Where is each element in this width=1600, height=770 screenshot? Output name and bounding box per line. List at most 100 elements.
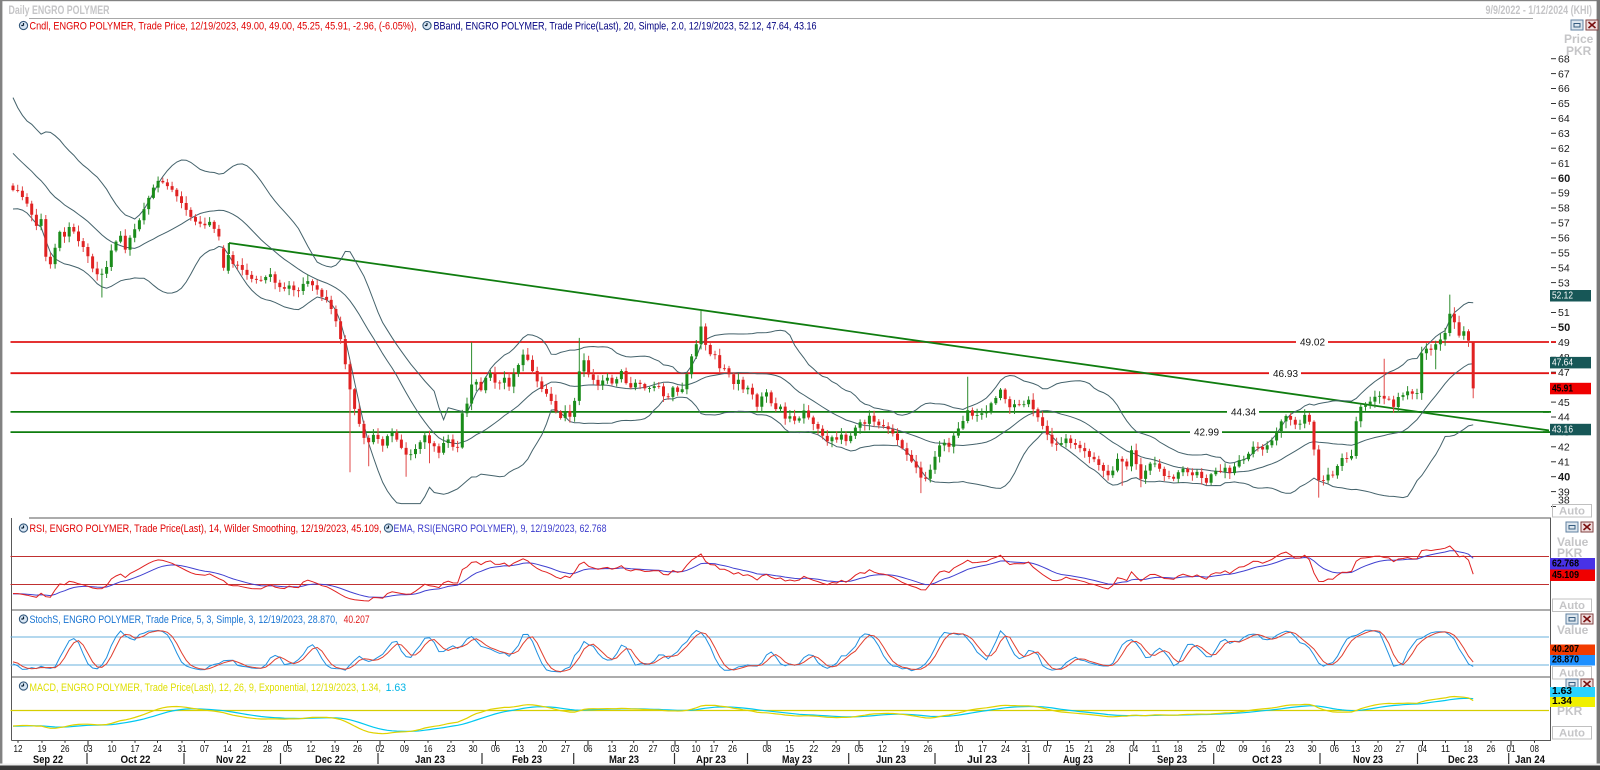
svg-text:17: 17	[978, 744, 987, 755]
svg-text:58: 58	[1558, 203, 1570, 215]
svg-text:26: 26	[1487, 744, 1496, 755]
svg-text:49.02: 49.02	[1300, 337, 1325, 349]
svg-text:31: 31	[178, 744, 187, 755]
svg-text:23: 23	[447, 744, 456, 755]
svg-text:Value: Value	[1557, 535, 1589, 549]
svg-text:Dec 22: Dec 22	[315, 754, 345, 766]
svg-text:68: 68	[1558, 53, 1570, 65]
svg-text:Jul 23: Jul 23	[967, 754, 997, 766]
svg-text:03: 03	[671, 744, 680, 755]
svg-text:20: 20	[1374, 744, 1383, 755]
svg-text:Auto: Auto	[1559, 600, 1585, 612]
svg-text:12: 12	[14, 744, 23, 755]
svg-text:53: 53	[1558, 277, 1570, 289]
svg-text:65: 65	[1558, 98, 1570, 110]
svg-text:26: 26	[61, 744, 70, 755]
svg-text:21: 21	[242, 744, 251, 755]
svg-text:06: 06	[491, 744, 500, 755]
svg-text:26: 26	[728, 744, 737, 755]
svg-text:44.34: 44.34	[1231, 407, 1256, 419]
svg-text:11: 11	[1441, 744, 1450, 755]
svg-text:04: 04	[1129, 744, 1138, 755]
svg-text:Auto: Auto	[1559, 506, 1585, 518]
svg-text:PKR: PKR	[1566, 44, 1592, 58]
svg-text:04: 04	[1418, 744, 1427, 755]
svg-text:19: 19	[331, 744, 340, 755]
svg-text:24: 24	[1001, 744, 1010, 755]
svg-text:29: 29	[832, 744, 841, 755]
svg-text:28.870: 28.870	[1552, 654, 1579, 666]
svg-text:MACD, ENGRO POLYMER, Trade Pri: MACD, ENGRO POLYMER, Trade Price(Last), …	[30, 682, 382, 694]
svg-text:06: 06	[1330, 744, 1339, 755]
svg-text:10: 10	[108, 744, 117, 755]
svg-text:09: 09	[400, 744, 409, 755]
svg-text:10: 10	[692, 744, 701, 755]
svg-text:Sep 23: Sep 23	[1157, 754, 1187, 766]
svg-text:47: 47	[1558, 367, 1570, 379]
svg-text:08: 08	[1530, 744, 1539, 755]
svg-text:57: 57	[1558, 218, 1570, 230]
svg-text:45: 45	[1558, 397, 1570, 409]
svg-text:Apr 23: Apr 23	[696, 754, 726, 766]
svg-text:49: 49	[1558, 337, 1570, 349]
svg-text:PKR: PKR	[1557, 546, 1583, 560]
svg-text:62.768: 62.768	[1552, 558, 1579, 570]
svg-text:63: 63	[1558, 128, 1570, 140]
svg-text:22: 22	[809, 744, 818, 755]
svg-text:05: 05	[855, 744, 864, 755]
svg-text:43.16: 43.16	[1552, 424, 1573, 436]
svg-text:27: 27	[561, 744, 570, 755]
svg-text:20: 20	[629, 744, 638, 755]
svg-text:Dec 23: Dec 23	[1448, 754, 1478, 766]
svg-text:Mar 23: Mar 23	[609, 754, 639, 766]
svg-text:31: 31	[1022, 744, 1031, 755]
svg-text:Cndl, ENGRO POLYMER, Trade Pri: Cndl, ENGRO POLYMER, Trade Price, 12/19/…	[30, 21, 417, 33]
svg-text:56: 56	[1558, 233, 1570, 245]
svg-text:59: 59	[1558, 188, 1570, 200]
svg-text:05: 05	[283, 744, 292, 755]
svg-text:62: 62	[1558, 143, 1570, 155]
svg-text:24: 24	[153, 744, 162, 755]
svg-text:18: 18	[1174, 744, 1183, 755]
svg-text:26: 26	[924, 744, 933, 755]
svg-text:42.99: 42.99	[1194, 427, 1219, 439]
svg-text:16: 16	[424, 744, 433, 755]
svg-text:02: 02	[376, 744, 385, 755]
svg-text:42: 42	[1558, 442, 1570, 454]
svg-text:27: 27	[649, 744, 658, 755]
svg-text:11: 11	[1152, 744, 1161, 755]
svg-text:Daily ENGRO POLYMER: Daily ENGRO POLYMER	[9, 5, 111, 17]
svg-text:51: 51	[1558, 307, 1570, 319]
svg-text:Nov 23: Nov 23	[1353, 754, 1383, 766]
svg-text:Aug 23: Aug 23	[1063, 754, 1093, 766]
svg-text:Auto: Auto	[1559, 728, 1585, 740]
svg-text:1.63: 1.63	[1552, 685, 1572, 697]
svg-text:15: 15	[1065, 744, 1074, 755]
svg-text:67: 67	[1558, 68, 1570, 80]
svg-text:01: 01	[1507, 744, 1516, 755]
svg-text:13: 13	[1351, 744, 1360, 755]
svg-text:03: 03	[84, 744, 93, 755]
svg-text:Nov 22: Nov 22	[216, 754, 246, 766]
svg-text:07: 07	[200, 744, 209, 755]
svg-text:19: 19	[38, 744, 47, 755]
svg-text:40.207: 40.207	[1552, 643, 1579, 655]
svg-text:PKR: PKR	[1557, 704, 1583, 718]
svg-text:12: 12	[878, 744, 887, 755]
svg-text:10: 10	[954, 744, 963, 755]
svg-text:38: 38	[1558, 495, 1570, 507]
svg-text:28: 28	[1106, 744, 1115, 755]
svg-text:17: 17	[131, 744, 140, 755]
svg-text:55: 55	[1558, 248, 1570, 260]
svg-text:30: 30	[1308, 744, 1317, 755]
svg-text:26: 26	[353, 744, 362, 755]
svg-text:EMA, RSI(ENGRO POLYMER), 9,: EMA, RSI(ENGRO POLYMER), 9, 12/19/2023, …	[394, 523, 607, 535]
svg-text:16: 16	[1262, 744, 1271, 755]
svg-text:28: 28	[263, 744, 272, 755]
svg-text:9/9/2022 - 1/12/2024 (KHI): 9/9/2022 - 1/12/2024 (KHI)	[1486, 5, 1593, 17]
svg-text:40.207: 40.207	[344, 614, 370, 626]
svg-text:21: 21	[1084, 744, 1093, 755]
svg-text:Jan 24: Jan 24	[1515, 754, 1546, 766]
svg-text:Oct 23: Oct 23	[1252, 754, 1282, 766]
svg-text:StochS, ENGRO POLYMER, Trade P: StochS, ENGRO POLYMER, Trade Price, 5, 3…	[30, 614, 338, 626]
